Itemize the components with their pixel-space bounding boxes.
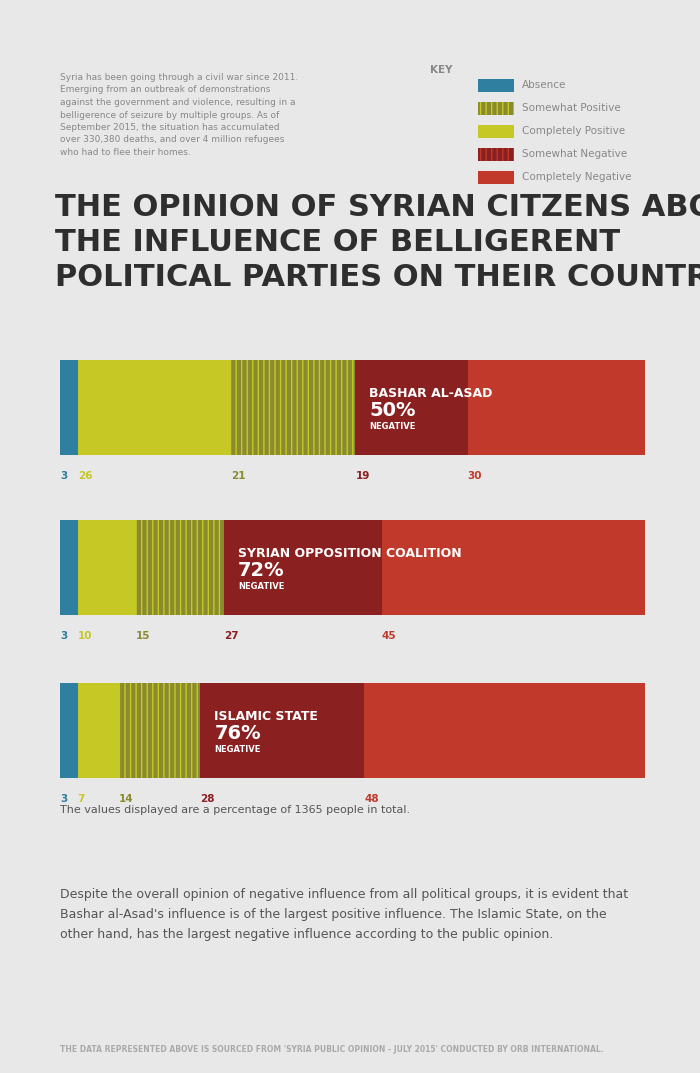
Text: 3: 3	[60, 631, 67, 641]
Text: 28: 28	[200, 794, 215, 804]
Text: 15: 15	[136, 631, 150, 641]
Bar	[364, 684, 645, 778]
Text: 27: 27	[224, 631, 239, 641]
Text: 3: 3	[60, 471, 67, 481]
Bar	[478, 171, 514, 183]
Text: 30: 30	[468, 471, 482, 481]
Bar	[382, 520, 645, 615]
Text: 3: 3	[60, 794, 67, 804]
Bar	[118, 684, 200, 778]
Bar	[136, 520, 224, 615]
Bar	[364, 684, 645, 778]
Bar	[78, 520, 136, 615]
Bar	[478, 147, 514, 161]
Bar	[200, 684, 364, 778]
Bar	[468, 361, 645, 455]
Text: NEGATIVE: NEGATIVE	[214, 745, 261, 754]
Bar	[136, 520, 224, 615]
Text: 45: 45	[382, 631, 396, 641]
Text: Despite the overall opinion of negative influence from all political groups, it : Despite the overall opinion of negative …	[60, 888, 628, 941]
Text: NEGATIVE: NEGATIVE	[238, 582, 284, 591]
Bar	[468, 361, 645, 455]
Text: 76%: 76%	[214, 724, 261, 743]
Text: 48: 48	[364, 794, 379, 804]
Text: 21: 21	[232, 471, 246, 481]
Bar	[478, 124, 514, 137]
Text: The values displayed are a percentage of 1365 people in total.: The values displayed are a percentage of…	[60, 805, 410, 815]
Bar	[78, 684, 118, 778]
Text: 19: 19	[356, 471, 370, 481]
Text: 72%: 72%	[238, 561, 284, 580]
Text: NEGATIVE: NEGATIVE	[370, 422, 416, 431]
Text: Syria has been going through a civil war since 2011.
Emerging from an outbreak o: Syria has been going through a civil war…	[60, 73, 298, 157]
Text: KEY: KEY	[430, 65, 452, 75]
Text: THE DATA REPRESENTED ABOVE IS SOURCED FROM 'SYRIA PUBLIC OPINION - JULY 2015' CO: THE DATA REPRESENTED ABOVE IS SOURCED FR…	[60, 1045, 603, 1054]
Text: Completely Negative: Completely Negative	[522, 172, 631, 182]
Bar	[78, 361, 232, 455]
Text: 50%: 50%	[370, 401, 416, 420]
Text: SYRIAN OPPOSITION COALITION: SYRIAN OPPOSITION COALITION	[238, 547, 461, 560]
Text: ISLAMIC STATE: ISLAMIC STATE	[214, 710, 318, 723]
Text: BASHAR AL-ASAD: BASHAR AL-ASAD	[370, 387, 493, 400]
Bar	[118, 684, 200, 778]
Bar	[478, 102, 514, 115]
Text: 14: 14	[118, 794, 133, 804]
Text: 10: 10	[78, 631, 92, 641]
Bar	[60, 684, 78, 778]
Text: Somewhat Negative: Somewhat Negative	[522, 149, 627, 159]
Text: 26: 26	[78, 471, 92, 481]
Bar	[478, 102, 514, 115]
Text: Absence: Absence	[522, 80, 566, 90]
Bar	[60, 361, 78, 455]
Text: THE OPINION OF SYRIAN CITZENS ABOUT
THE INFLUENCE OF BELLIGERENT
POLITICAL PARTI: THE OPINION OF SYRIAN CITZENS ABOUT THE …	[55, 193, 700, 292]
Text: Completely Positive: Completely Positive	[522, 126, 625, 136]
Bar	[232, 361, 356, 455]
Bar	[232, 361, 356, 455]
Bar	[478, 78, 514, 91]
Text: Somewhat Positive: Somewhat Positive	[522, 103, 621, 113]
Bar	[224, 520, 382, 615]
Text: 7: 7	[78, 794, 85, 804]
Bar	[478, 147, 514, 161]
Bar	[356, 361, 468, 455]
Bar	[382, 520, 645, 615]
Bar	[60, 520, 78, 615]
